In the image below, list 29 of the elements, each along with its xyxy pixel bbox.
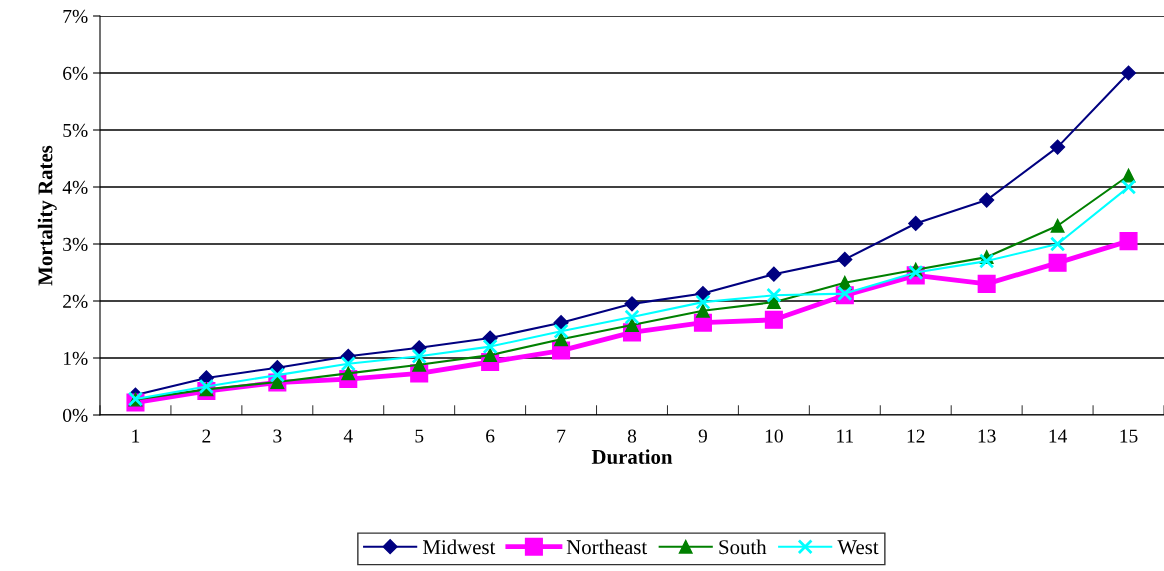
x-tick-label: 11 xyxy=(837,429,853,443)
x-tick-label: 4 xyxy=(343,429,353,443)
x-tick-label: 7 xyxy=(557,429,566,443)
y-tick-label: 1% xyxy=(63,351,88,365)
y-axis-title: Mortality Rates xyxy=(37,145,57,286)
x-tick-label: 2 xyxy=(202,429,211,443)
x-tick-label: 14 xyxy=(1049,429,1068,443)
x-tick-label: 13 xyxy=(978,429,996,443)
x-tick-label: 3 xyxy=(273,429,282,443)
y-tick-label: 7% xyxy=(63,9,88,23)
y-tick-label: 2% xyxy=(63,294,88,308)
legend-label: Northeast xyxy=(566,539,648,555)
x-tick-label: 12 xyxy=(907,429,925,443)
y-tick-label: 0% xyxy=(63,408,88,422)
x-tick-label: 15 xyxy=(1120,429,1138,443)
legend-label: Midwest xyxy=(423,539,496,555)
x-tick-label: 10 xyxy=(765,429,783,443)
x-tick-label: 6 xyxy=(486,429,495,443)
x-tick-label: 9 xyxy=(698,429,707,443)
legend-label: South xyxy=(719,539,767,555)
x-tick-label: 1 xyxy=(132,429,140,443)
y-tick-label: 5% xyxy=(63,123,88,137)
legend-label: West xyxy=(837,540,879,555)
x-tick-label: 8 xyxy=(627,429,637,443)
x-tick-label: 5 xyxy=(415,429,424,443)
x-axis-title: Duration xyxy=(591,449,673,465)
y-tick-label: 3% xyxy=(63,237,88,251)
y-tick-label: 6% xyxy=(63,66,88,80)
y-tick-label: 4% xyxy=(62,180,88,194)
